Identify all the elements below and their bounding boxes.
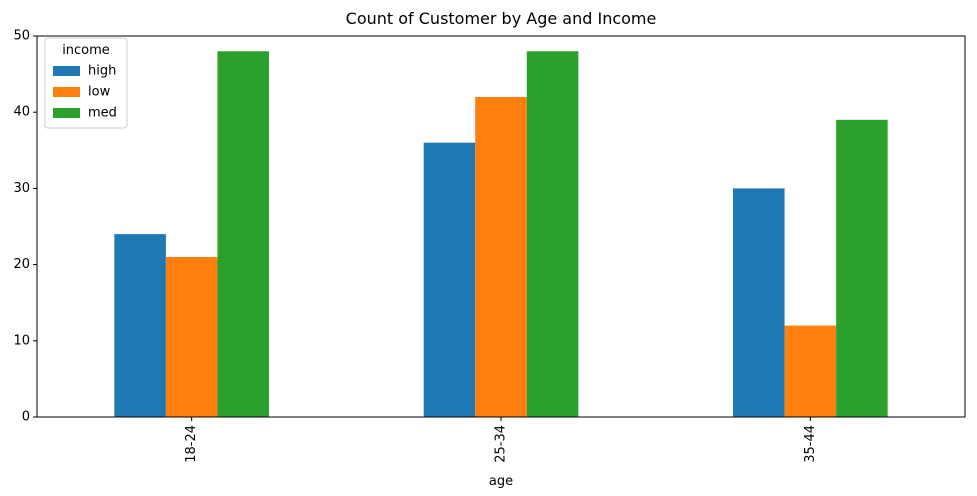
bar-low-35-44 xyxy=(784,325,837,417)
legend-box xyxy=(44,37,128,129)
legend-label-med: med xyxy=(88,106,117,121)
chart-title: Count of Customer by Age and Income xyxy=(346,9,657,28)
bar-high-25-34 xyxy=(423,142,476,417)
bar-low-25-34 xyxy=(475,96,527,418)
legend-swatch-high xyxy=(53,66,80,76)
y-axis: 0 10 20 30 40 50 xyxy=(13,29,37,425)
y-tick-label: 20 xyxy=(13,257,30,272)
y-tick-label: 50 xyxy=(13,29,30,44)
legend-swatch-med xyxy=(53,108,80,118)
legend-label-low: low xyxy=(88,85,111,100)
bar-high-35-44 xyxy=(733,188,785,417)
x-axis-label: age xyxy=(489,474,513,489)
y-tick-label: 30 xyxy=(13,181,30,196)
bar-med-18-24 xyxy=(217,51,269,418)
x-tick-label: 25-34 xyxy=(494,425,509,463)
y-tick-label: 40 xyxy=(13,105,30,120)
x-axis: 18-24 25-34 35-44 xyxy=(184,417,818,463)
legend-title: income xyxy=(62,43,110,58)
y-tick-label: 0 xyxy=(22,410,30,425)
legend-label-high: high xyxy=(88,64,116,79)
legend: income high low med xyxy=(44,37,128,129)
bar-med-25-34 xyxy=(526,51,579,418)
legend-swatch-low xyxy=(53,87,80,97)
bar-high-18-24 xyxy=(114,234,166,417)
x-tick-label: 35-44 xyxy=(803,425,818,463)
y-tick-label: 10 xyxy=(13,333,30,348)
bar-med-35-44 xyxy=(836,119,888,417)
bar-low-18-24 xyxy=(165,256,218,417)
bars-group xyxy=(114,51,888,418)
x-tick-label: 18-24 xyxy=(184,425,199,463)
plot-frame xyxy=(36,35,966,418)
